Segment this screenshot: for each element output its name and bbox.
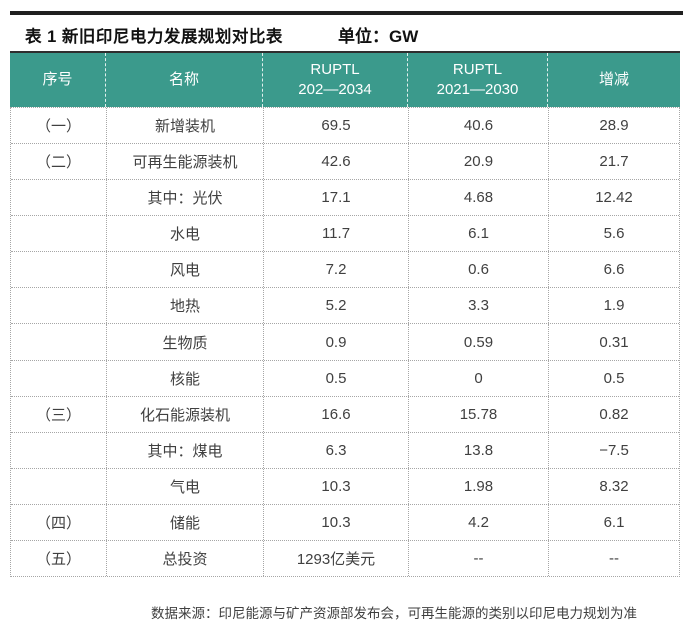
table-cell: 8.32: [548, 468, 679, 504]
table-cell: （一）: [35, 118, 81, 136]
table-cell: 核能: [106, 360, 263, 396]
table-cell: −7.5: [548, 432, 679, 468]
column-header: 名称: [105, 53, 262, 107]
table-row: 水电 11.7 6.1 5.6: [11, 215, 679, 252]
table-cell: 28.9: [548, 108, 679, 144]
table-row: （二） 可再生能源装机 42.6 20.9 21.7: [11, 143, 679, 180]
table-cell: [11, 324, 106, 359]
table-cell: 7.2: [263, 252, 408, 288]
table-cell: 40.6: [408, 108, 548, 144]
table-cell: （四）: [35, 514, 81, 532]
table-cell: 10.3: [263, 504, 408, 540]
column-header: 增减: [547, 53, 680, 107]
table-row: 气电 10.3 1.98 8.32: [11, 467, 679, 504]
table-row: （三） 化石能源装机 16.6 15.78 0.82: [11, 395, 679, 432]
table-cell: 12.42: [548, 180, 679, 216]
table-cell: [11, 288, 106, 323]
table-cell: 1293亿美元: [263, 540, 408, 577]
table-row: 风电 7.2 0.6 6.6: [11, 251, 679, 288]
table-row: （一） 新增装机 69.5 40.6 28.9: [11, 108, 679, 144]
table-cell: 0: [408, 360, 548, 396]
table-row: 其中：煤电 6.3 13.8 −7.5: [11, 431, 679, 468]
table-cell: 水电: [106, 216, 263, 252]
table-cell: 气电: [106, 468, 263, 504]
table-cell: 15.78: [408, 396, 548, 432]
table-cell: 4.2: [408, 504, 548, 540]
unit-label: 单位：GW: [338, 27, 419, 46]
table-body: （一） 新增装机 69.5 40.6 28.9 （二） 可再生能源装机 42.6 20.9 21.…: [10, 107, 680, 577]
table-row: 地热 5.2 3.3 1.9: [11, 287, 679, 324]
table-cell: （三）: [35, 406, 81, 424]
table-cell: 21.7: [548, 144, 679, 180]
table-cell: 17.1: [263, 180, 408, 216]
table-cell: 风电: [106, 252, 263, 288]
table-row: （四） 储能 10.3 4.2 6.1: [11, 503, 679, 540]
table-cell: 13.8: [408, 432, 548, 468]
table-cell: 其中：煤电: [106, 432, 263, 468]
table-cell: [11, 469, 106, 504]
table-cell: 69.5: [263, 108, 408, 144]
table-cell: 0.31: [548, 324, 679, 360]
table-cell: 4.68: [408, 180, 548, 216]
table-cell: 地热: [106, 288, 263, 324]
data-source-note: 数据来源：印尼能源与矿产资源部发布会，可再生能源的类别以印尼电力规划为准: [151, 606, 637, 621]
table-cell: 6.1: [548, 504, 679, 540]
table-cell: 0.5: [548, 360, 679, 396]
table-cell: 总投资: [106, 540, 263, 577]
table-cell: 储能: [106, 504, 263, 540]
table-row: （五） 总投资 1293亿美元 -- --: [11, 539, 679, 577]
table-row: 生物质 0.9 0.59 0.31: [11, 323, 679, 360]
table-cell: 11.7: [263, 216, 408, 252]
table-cell: 3.3: [408, 288, 548, 324]
top-rule-divider: [10, 11, 683, 15]
table-cell: [11, 361, 106, 396]
table-row: 核能 0.5 0 0.5: [11, 359, 679, 396]
table-cell: 0.82: [548, 396, 679, 432]
column-header: RUPTL 2021—2030: [407, 53, 547, 107]
table-cell: 新增装机: [106, 108, 263, 144]
table-header-row: 序号 名称 RUPTL 202—2034 RUPTL 2021—2030 增减: [10, 51, 680, 107]
table-cell: [11, 433, 106, 468]
table-cell: [11, 216, 106, 251]
table-cell: 42.6: [263, 144, 408, 180]
table-row: 其中：光伏 17.1 4.68 12.42: [11, 179, 679, 216]
table-cell: 6.3: [263, 432, 408, 468]
table-cell: --: [408, 540, 548, 577]
table-title: 表 1 新旧印尼电力发展规划对比表: [25, 28, 283, 46]
table-cell: 可再生能源装机: [106, 144, 263, 180]
table-cell: 0.9: [263, 324, 408, 360]
table-cell: 生物质: [106, 324, 263, 360]
table-cell: 16.6: [263, 396, 408, 432]
table-cell: 其中：光伏: [106, 180, 263, 216]
table-cell: （二）: [35, 154, 81, 172]
column-header: RUPTL 202—2034: [262, 53, 407, 107]
table-cell: 10.3: [263, 468, 408, 504]
table-cell: 5.2: [263, 288, 408, 324]
comparison-table: 序号 名称 RUPTL 202—2034 RUPTL 2021—2030 增减 （一） 新…: [10, 51, 680, 577]
table-cell: 6.1: [408, 216, 548, 252]
table-cell: --: [548, 540, 679, 577]
table-cell: 0.6: [408, 252, 548, 288]
table-cell: 化石能源装机: [106, 396, 263, 432]
table-cell: 6.6: [548, 252, 679, 288]
table-cell: 5.6: [548, 216, 679, 252]
table-cell: 1.9: [548, 288, 679, 324]
table-cell: 20.9: [408, 144, 548, 180]
table-cell: 1.98: [408, 468, 548, 504]
table-cell: [11, 252, 106, 287]
table-cell: （五）: [35, 550, 81, 568]
column-header: 序号: [42, 71, 73, 88]
table-cell: 0.5: [263, 360, 408, 396]
table-cell: 0.59: [408, 324, 548, 360]
table-cell: [11, 180, 106, 215]
